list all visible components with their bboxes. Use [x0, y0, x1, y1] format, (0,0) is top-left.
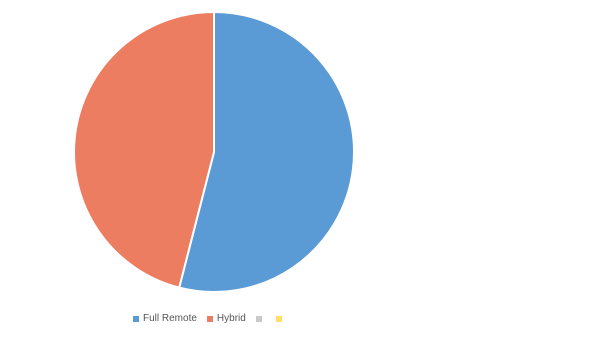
pie-slice-hybrid [73, 10, 215, 289]
legend-item-full-remote: Full Remote [133, 313, 197, 324]
legend-item-hybrid: Hybrid [206, 313, 246, 324]
legend-swatch-series-4 [275, 315, 282, 322]
legend-swatch-full-remote [133, 315, 139, 322]
legend-label-full-remote: Full Remote [143, 313, 197, 324]
legend-swatch-series-3 [255, 315, 262, 322]
pie-slice-full-remote [177, 10, 355, 293]
legend-label-hybrid: Hybrid [216, 313, 246, 324]
chart-legend: Full Remote Hybrid [133, 313, 286, 324]
legend-item-series-4 [275, 315, 286, 322]
legend-swatch-hybrid [206, 315, 213, 322]
legend-item-series-3 [255, 315, 266, 322]
pie-slices [73, 10, 355, 293]
